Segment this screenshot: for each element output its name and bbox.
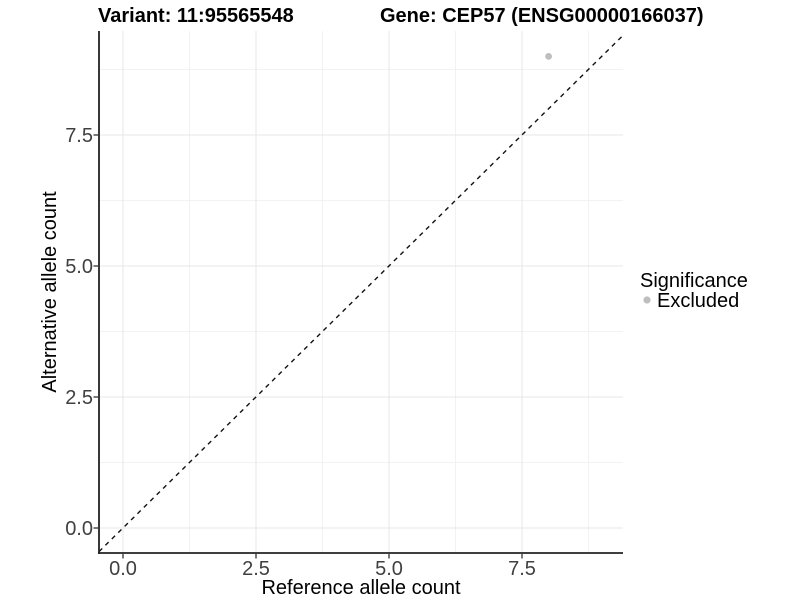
legend-title: Significance <box>640 270 748 292</box>
grid-major <box>99 31 623 553</box>
y-tick-1: 2.5 <box>65 387 93 409</box>
legend-key-dot-icon <box>643 296 651 304</box>
x-tick-3: 7.5 <box>508 558 536 580</box>
plot-panel <box>99 31 623 553</box>
points-layer <box>545 53 552 60</box>
y-tick-0: 0.0 <box>65 518 93 540</box>
y-tick-3: 7.5 <box>65 125 93 147</box>
variant-title: Variant: 11:95565548 <box>98 5 294 27</box>
grid-minor <box>99 31 623 553</box>
x-tick-0: 0.0 <box>109 558 137 580</box>
identity-dashed-line <box>98 34 624 553</box>
x-tick-2: 5.0 <box>375 558 403 580</box>
y-axis-title: Alternative allele count <box>39 191 61 393</box>
y-tick-labels: 0.0 2.5 5.0 7.5 <box>65 125 93 540</box>
x-tick-labels: 0.0 2.5 5.0 7.5 <box>109 558 536 580</box>
legend: Significance Excluded <box>640 270 748 312</box>
y-tick-2: 5.0 <box>65 256 93 278</box>
x-tick-1: 2.5 <box>242 558 270 580</box>
axis-lines <box>98 31 623 554</box>
gene-title: Gene: CEP57 (ENSG00000166037) <box>380 5 704 27</box>
data-point <box>545 53 552 60</box>
x-axis-title: Reference allele count <box>261 577 460 599</box>
legend-item-label: Excluded <box>657 290 739 312</box>
tick-marks <box>93 134 523 559</box>
